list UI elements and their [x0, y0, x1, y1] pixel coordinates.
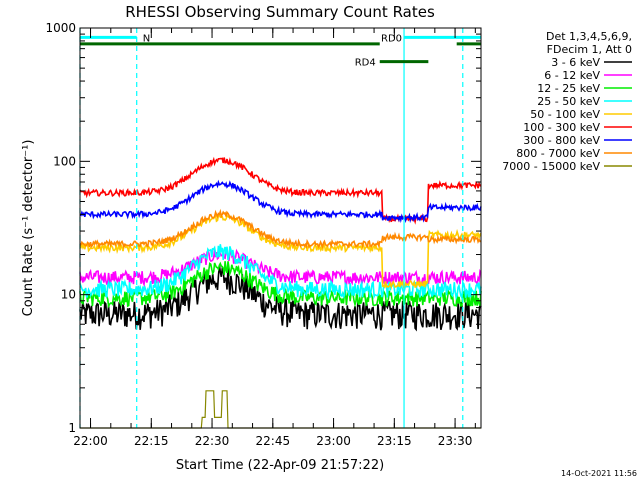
legend-entry-label: 6 - 12 keV — [544, 69, 600, 82]
legend-entry-label: 3 - 6 keV — [551, 56, 600, 69]
legend-entry-label: 800 - 7000 keV — [516, 147, 600, 160]
legend-entry-label: 7000 - 15000 keV — [502, 160, 600, 173]
x-tick-label: 23:15 — [377, 434, 412, 448]
y-tick-label: 1000 — [45, 21, 76, 35]
series-line-12-25-kev — [79, 261, 482, 309]
y-tick-label: 100 — [53, 154, 76, 168]
x-axis-title: Start Time (22-Apr-09 21:57:22) — [176, 458, 384, 473]
series-line-6-12-kev — [79, 248, 482, 288]
legend-header-line: Det 1,3,4,5,6,9, — [546, 30, 632, 43]
plot-frame — [79, 27, 482, 429]
x-tick-label: 22:45 — [256, 434, 291, 448]
x-tick-label: 23:30 — [438, 434, 473, 448]
series-line-100-300-kev — [79, 156, 482, 225]
series-line-25-50-kev — [79, 244, 482, 301]
timestamp: 14-Oct-2021 11:56 — [561, 469, 637, 478]
y-tick-label: 1 — [68, 421, 76, 435]
plot-area: N RD0 RD4 — [79, 28, 482, 429]
annotation-label-rd4: RD4 — [355, 58, 376, 69]
legend-entry-label: 12 - 25 keV — [537, 82, 600, 95]
x-tick-label: 22:15 — [134, 434, 169, 448]
legend-entry-label: 300 - 800 keV — [523, 134, 600, 147]
chart-title: RHESSI Observing Summary Count Rates — [125, 3, 435, 21]
annotation-label-n: N — [143, 33, 150, 44]
x-tick-label: 22:30 — [195, 434, 230, 448]
legend-entry-label: 100 - 300 keV — [523, 121, 600, 134]
series-line-300-800-kev — [79, 179, 482, 224]
series-line-800-7000-kev — [79, 208, 481, 250]
legend-header-line: FDecim 1, Att 0 — [547, 43, 632, 56]
axes: 1 10 100 1000 22:00 22:15 22:30 22:45 23:00 23:15… — [45, 21, 482, 448]
y-axis-title: Count Rate (s⁻¹ detector⁻¹) — [21, 140, 36, 317]
legend-entry-label: 25 - 50 keV — [537, 95, 600, 108]
x-tick-label: 22:00 — [73, 434, 108, 448]
legend: Det 1,3,4,5,6,9,FDecim 1, Att 03 - 6 keV… — [502, 30, 632, 173]
y-tick-label: 10 — [61, 288, 76, 302]
series-line-7000-15000-kev — [80, 390, 481, 429]
x-tick-label: 23:00 — [316, 434, 351, 448]
legend-entry-label: 50 - 100 keV — [530, 108, 600, 121]
annotation-label-rd0: RD0 — [381, 33, 402, 44]
